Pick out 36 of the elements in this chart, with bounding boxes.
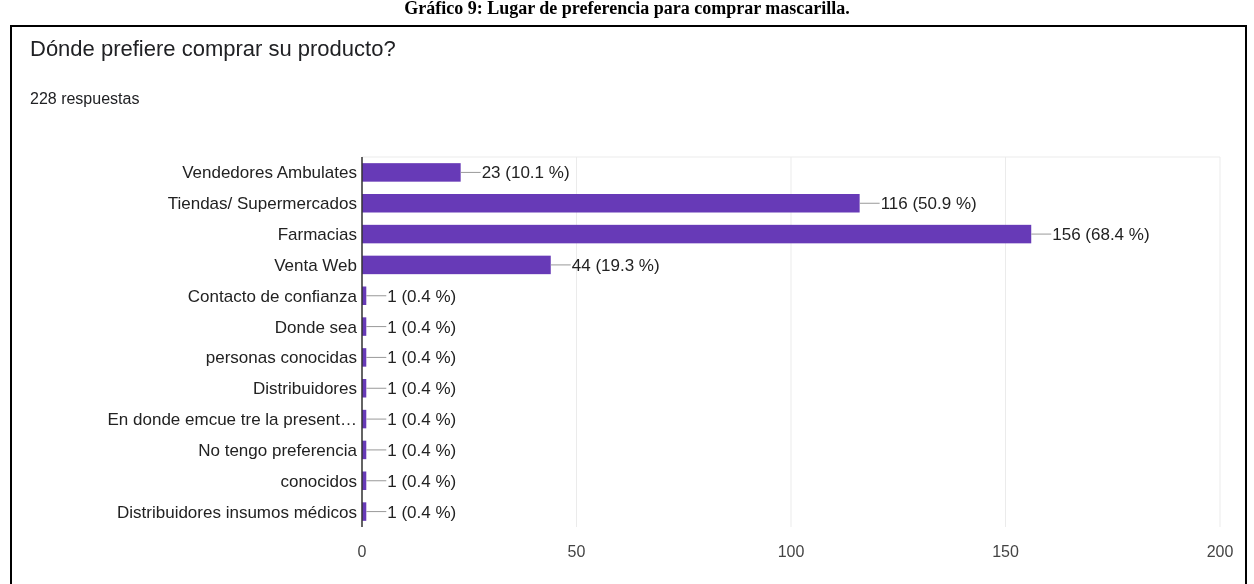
data-label: 44 (19.3 %) xyxy=(571,255,660,275)
data-label: 1 (0.4 %) xyxy=(387,502,457,522)
x-tick-label: 150 xyxy=(992,543,1019,560)
y-tick-label: Distribuidores xyxy=(253,379,357,399)
bar xyxy=(362,255,551,275)
chart-title: Gráfico 9: Lugar de preferencia para comprar mascarilla. xyxy=(404,0,850,18)
y-tick-label: personas conocidas xyxy=(205,348,357,368)
data-label: 1 (0.4 %) xyxy=(387,410,457,430)
data-label: 1 (0.4 %) xyxy=(387,379,457,399)
y-tick-label: Donde sea xyxy=(274,317,358,337)
y-tick-label: No tengo preferencia xyxy=(198,440,358,460)
x-tick-label: 0 xyxy=(357,543,367,560)
y-tick-label: conocidos xyxy=(280,471,357,491)
bar xyxy=(362,163,461,182)
data-label: 116 (50.9 %) xyxy=(880,194,977,214)
bar xyxy=(362,194,860,213)
data-label: 1 (0.4 %) xyxy=(387,317,457,337)
data-label: 1 (0.4 %) xyxy=(387,348,457,368)
x-tick-label: 100 xyxy=(777,543,805,560)
y-tick-label: Tiendas/ Supermercados xyxy=(167,194,357,214)
bar xyxy=(362,224,1032,244)
x-tick-label: 200 xyxy=(1206,543,1234,560)
data-label: 156 (68.4 %) xyxy=(1052,225,1150,245)
y-tick-label: Venta Web xyxy=(274,255,357,275)
y-tick-label: En donde emcue tre la present… xyxy=(107,410,357,430)
data-label: 23 (10.1 %) xyxy=(481,163,570,183)
x-tick-label: 50 xyxy=(567,543,586,560)
data-label: 1 (0.4 %) xyxy=(387,471,457,491)
y-tick-label: Vendedores Ambulates xyxy=(182,163,357,183)
y-tick-label: Contacto de confianza xyxy=(187,286,358,306)
data-label: 1 (0.4 %) xyxy=(387,440,457,460)
chart-subtitle: Dónde prefiere comprar su producto? xyxy=(30,36,396,61)
y-tick-label: Farmacias xyxy=(277,225,357,245)
text: 228 respuestas xyxy=(30,90,140,107)
y-tick-label: Distribuidores insumos médicos xyxy=(117,502,357,522)
data-label: 1 (0.4 %) xyxy=(387,286,457,306)
